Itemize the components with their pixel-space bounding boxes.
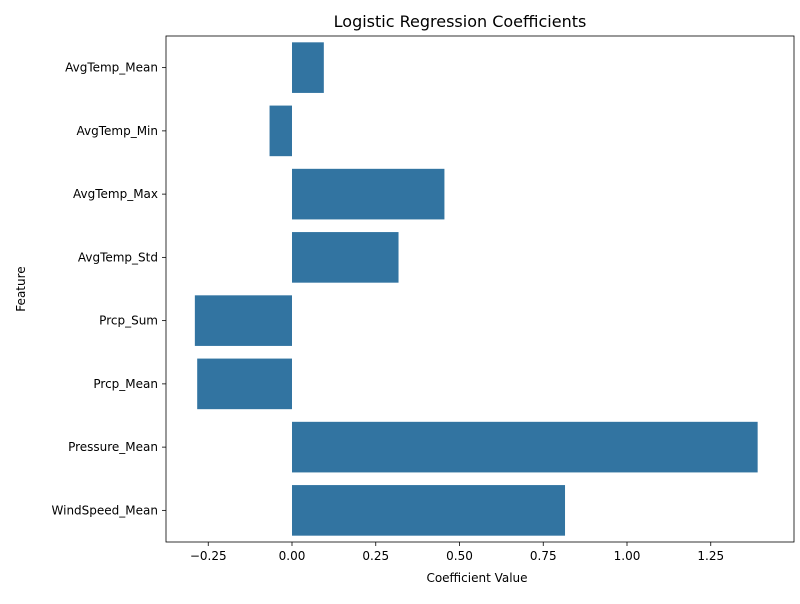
x-tick-label: 0.00: [279, 549, 306, 563]
bar-avgtemp-mean: [292, 42, 324, 93]
y-tick-label: WindSpeed_Mean: [52, 503, 158, 517]
x-tick-label: 0.50: [446, 549, 473, 563]
x-tick-label: 1.25: [697, 549, 724, 563]
x-ticks-group: −0.25 0.00 0.25 0.50 0.75 1.00 1.25: [190, 542, 724, 563]
bar-pressure-mean: [292, 421, 758, 473]
bar-avgtemp-max: [292, 168, 445, 220]
x-tick-label: 0.75: [530, 549, 557, 563]
bar-windspeed-mean: [292, 485, 566, 536]
x-tick-label: 1.00: [614, 549, 641, 563]
y-tick-label: AvgTemp_Min: [77, 124, 159, 138]
x-tick-label: 0.25: [362, 549, 389, 563]
bars-group: [194, 42, 758, 536]
y-tick-label: Pressure_Mean: [68, 440, 158, 454]
x-tick-label: −0.25: [190, 549, 227, 563]
bar-prcp-mean: [197, 358, 292, 410]
y-ticks-group: AvgTemp_Mean AvgTemp_Min AvgTemp_Max AvgTem…: [52, 61, 166, 517]
bar-prcp-sum: [194, 295, 292, 346]
y-tick-label: Prcp_Sum: [99, 314, 158, 328]
y-tick-label: AvgTemp_Max: [73, 187, 158, 201]
y-tick-label: Prcp_Mean: [93, 377, 158, 391]
y-axis-label: Feature: [14, 266, 28, 311]
y-tick-label: AvgTemp_Std: [78, 250, 158, 264]
bar-avgtemp-std: [292, 232, 399, 283]
y-tick-label: AvgTemp_Mean: [65, 61, 158, 75]
plot-frame: [165, 35, 795, 543]
bar-avgtemp-min: [269, 105, 292, 157]
chart-title: Logistic Regression Coefficients: [334, 12, 587, 31]
x-axis-label: Coefficient Value: [426, 571, 527, 585]
